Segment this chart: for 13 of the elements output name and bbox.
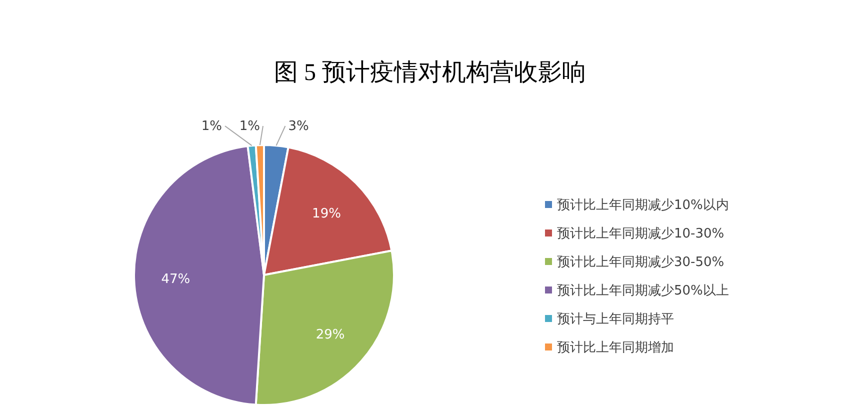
data-label: 29%	[316, 327, 345, 342]
legend-label: 预计与上年同期持平	[557, 312, 674, 327]
data-label: 1%	[239, 119, 260, 134]
legend-label: 预计比上年同期减少10-30%	[557, 226, 724, 242]
data-label: 1%	[201, 119, 222, 134]
chart-title: 图 5 预计疫情对机构营收影响	[274, 60, 586, 86]
legend-label: 预计比上年同期减少30-50%	[557, 255, 724, 270]
legend-label: 预计比上年同期减少50%以上	[557, 284, 729, 298]
data-label: 19%	[312, 206, 341, 222]
legend-label: 预计比上年同期增加	[557, 340, 674, 356]
data-label: 47%	[161, 272, 190, 287]
legend-label: 预计比上年同期减少10%以内	[557, 198, 729, 213]
data-label: 3%	[288, 119, 309, 134]
